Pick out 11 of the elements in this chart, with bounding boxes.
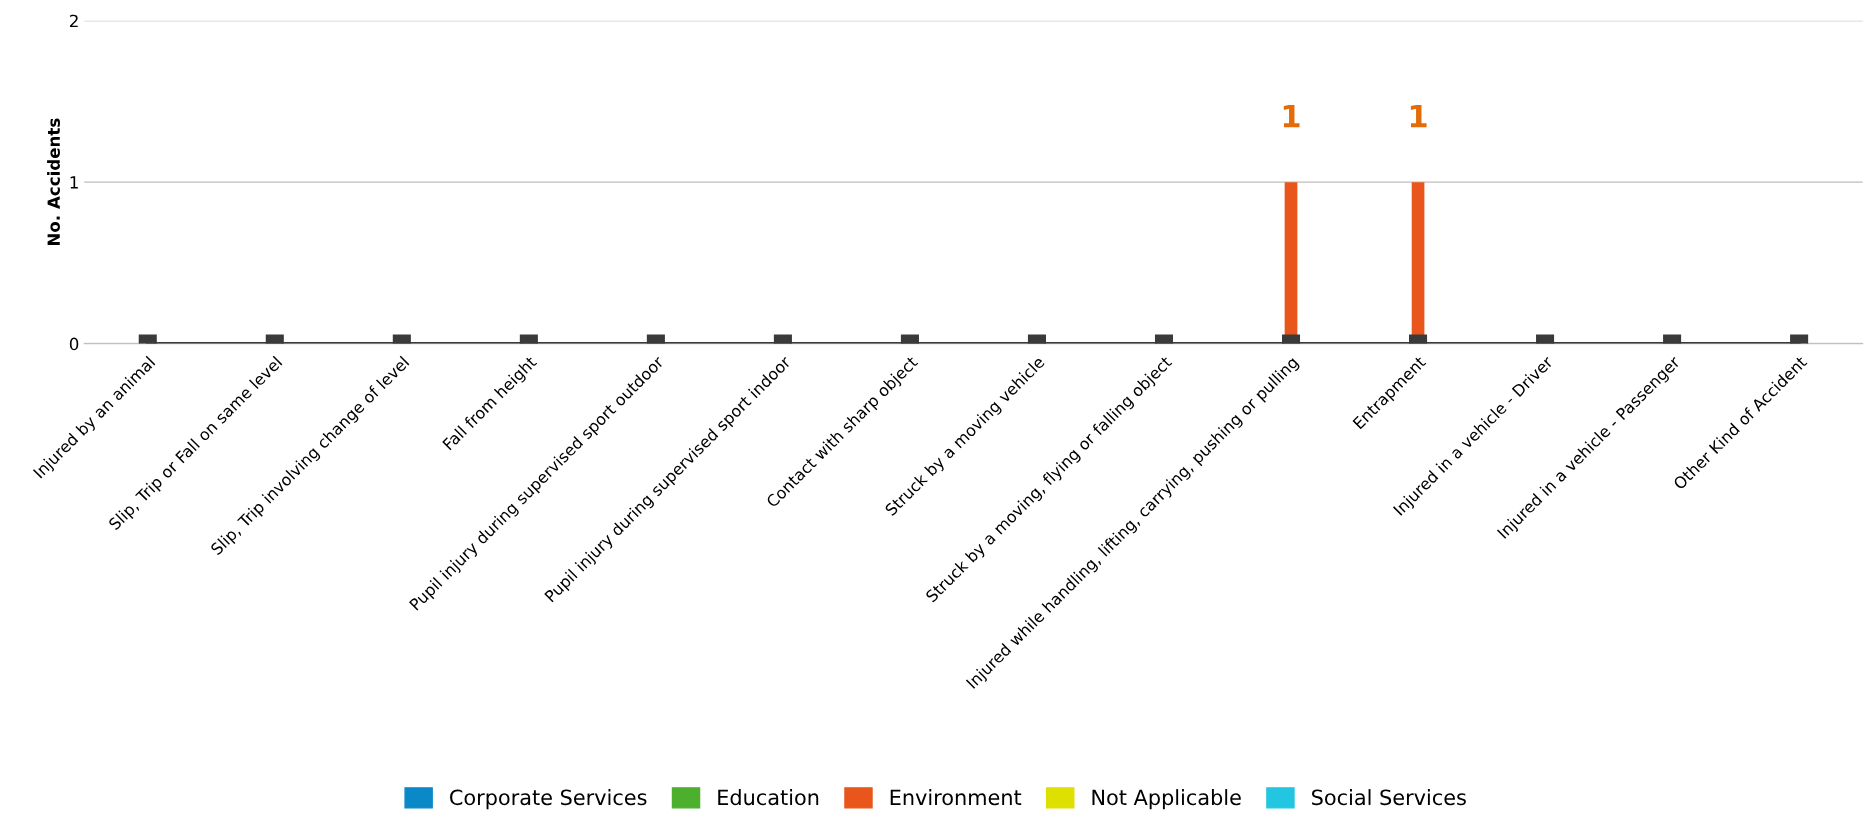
legend-label: Corporate Services xyxy=(450,789,647,810)
legend-label: Not Applicable xyxy=(1092,789,1241,810)
y-axis-title: No. Accidents xyxy=(47,118,60,246)
data-label: 1 xyxy=(1410,104,1427,128)
y-tick-label: 0 xyxy=(69,337,79,351)
data-label: 1 xyxy=(1283,104,1300,128)
legend-label: Social Services xyxy=(1312,789,1466,806)
y-tick-label: 1 xyxy=(70,176,78,189)
legend-label: Education xyxy=(718,789,819,806)
y-tick-label: 2 xyxy=(70,14,78,28)
legend-label: Environment xyxy=(890,789,1022,806)
